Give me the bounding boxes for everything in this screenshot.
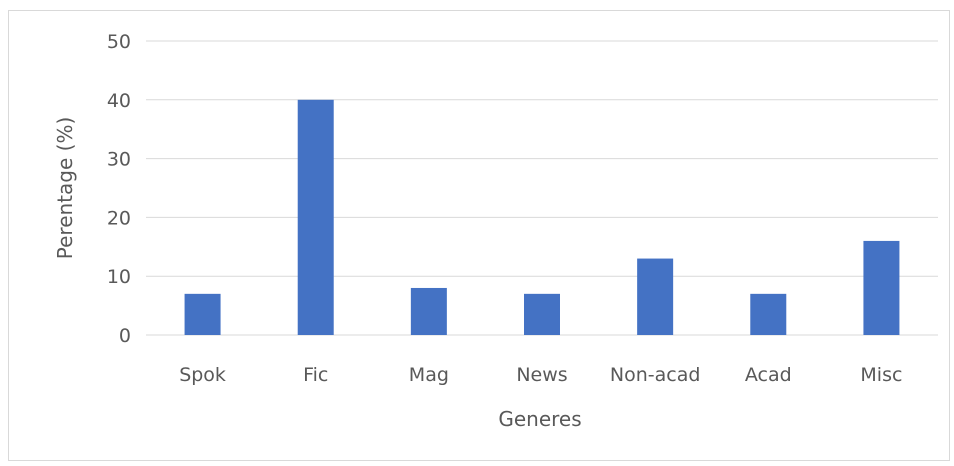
y-tick-label: 30 (107, 149, 131, 171)
y-tick-label: 50 (107, 31, 131, 53)
bar-fic (297, 99, 334, 335)
gridlines (146, 40, 938, 336)
y-tick-label: 20 (107, 207, 131, 229)
bar-mag (410, 287, 447, 335)
bars (184, 99, 900, 335)
x-tick-label: Misc (860, 364, 902, 386)
x-tick-label: Non-acad (610, 364, 701, 386)
y-axis-title: Perentage (%) (53, 117, 77, 259)
chart-frame (8, 10, 950, 461)
bar-acad (750, 293, 787, 335)
y-tick-label: 0 (119, 325, 131, 347)
bar-non-acad (637, 258, 674, 335)
y-axis-tick-labels: 0 10 20 30 40 50 (107, 31, 131, 347)
x-tick-label: Acad (745, 364, 792, 386)
x-axis-title: Generes (498, 407, 581, 431)
y-tick-label: 10 (107, 266, 131, 288)
x-tick-label: News (516, 364, 567, 386)
x-tick-label: Spok (179, 364, 226, 386)
y-tick-label: 40 (107, 90, 131, 112)
bar-misc (863, 240, 900, 335)
x-tick-label: Fic (303, 364, 328, 386)
bar-spok (184, 293, 221, 335)
x-axis-tick-labels: Spok Fic Mag News Non-acad Acad Misc (179, 364, 902, 386)
bar-news (524, 293, 560, 335)
x-tick-label: Mag (409, 364, 449, 386)
